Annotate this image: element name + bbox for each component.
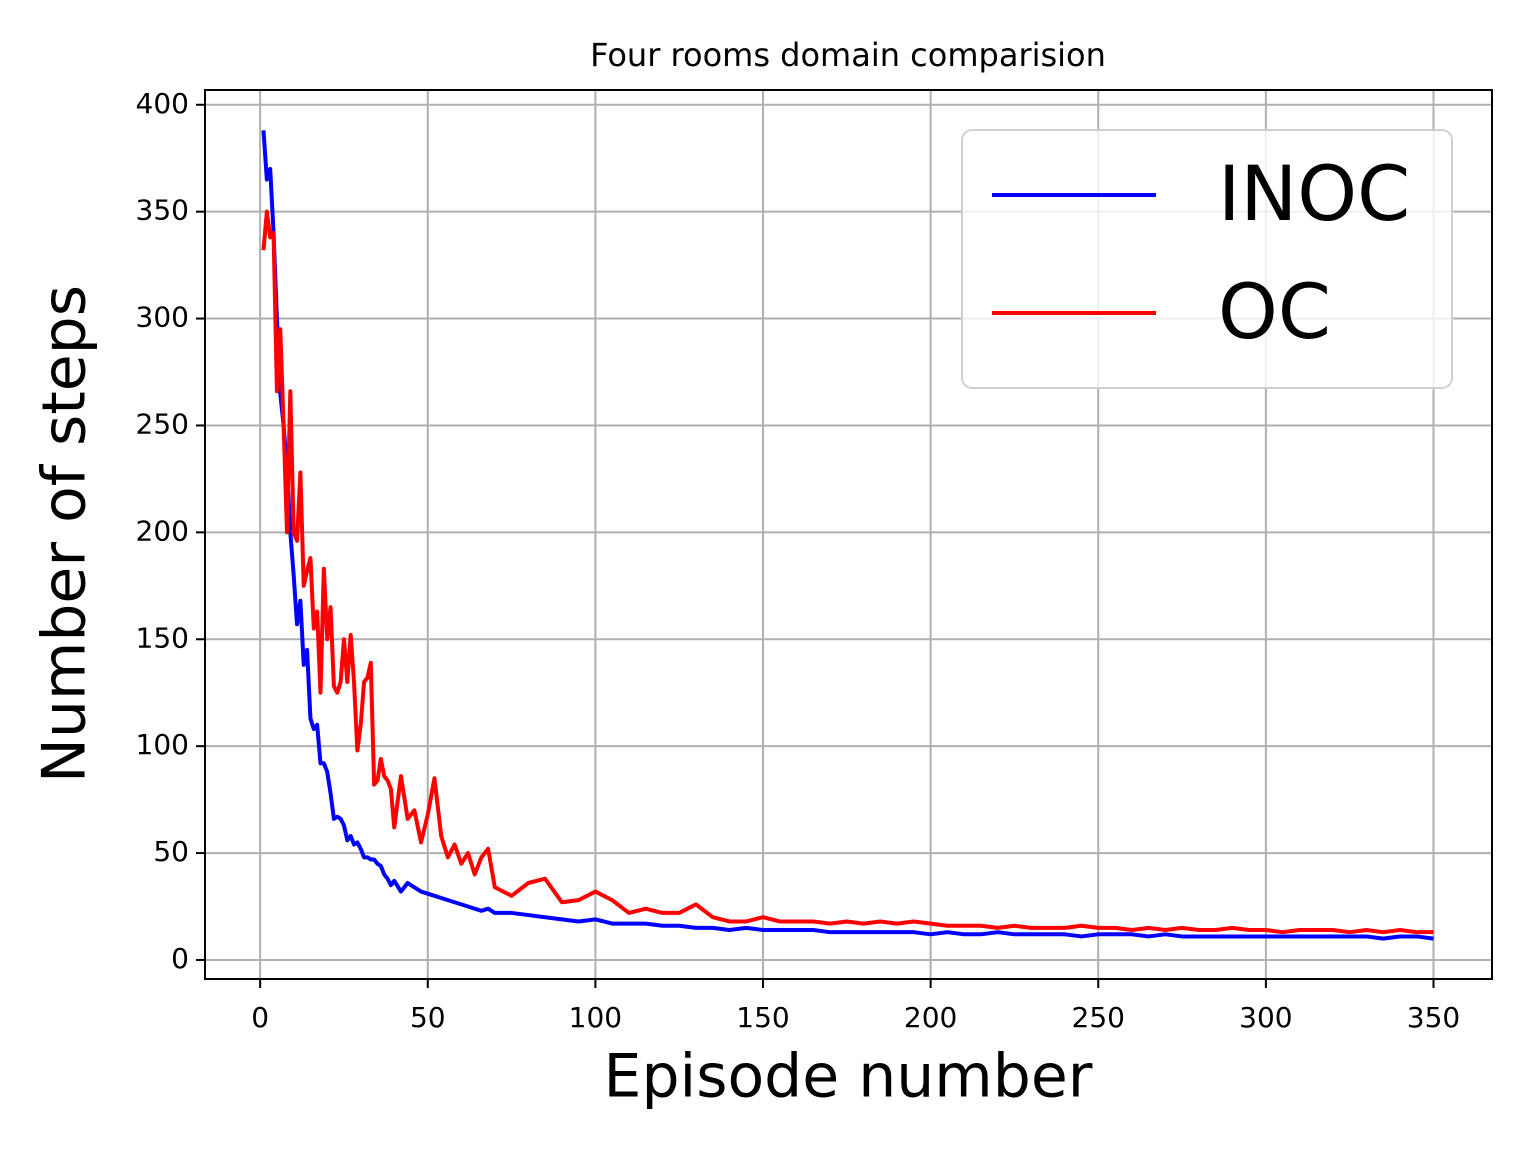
y-tick-label: 0 <box>171 942 189 975</box>
x-tick-label: 50 <box>410 1001 446 1034</box>
x-tick-label: 350 <box>1407 1001 1460 1034</box>
plot-frame <box>204 89 1493 980</box>
x-tick-label: 200 <box>904 1001 957 1034</box>
legend-label: INOC <box>1218 149 1410 238</box>
y-tick-label: 400 <box>136 87 189 120</box>
x-tick-label: 100 <box>569 1001 622 1034</box>
y-tick-label: 350 <box>136 194 189 227</box>
x-tick-label: 0 <box>251 1001 269 1034</box>
y-axis-label: Number of steps <box>30 285 100 783</box>
y-tick-label: 250 <box>136 407 189 440</box>
series-line <box>261 130 1434 941</box>
chart-title: Four rooms domain comparision <box>590 36 1106 74</box>
legend: INOC OC <box>961 129 1453 389</box>
y-tick-label: 300 <box>136 301 189 334</box>
x-tick-label: 150 <box>736 1001 789 1034</box>
y-tick-label: 200 <box>136 514 189 547</box>
x-axis-label: Episode number <box>604 1042 1093 1112</box>
series-line <box>261 209 1434 935</box>
y-tick-label: 50 <box>153 835 189 868</box>
legend-label: OC <box>1218 267 1331 356</box>
x-tick-label: 300 <box>1239 1001 1292 1034</box>
y-tick-label: 150 <box>136 621 189 654</box>
y-tick-label: 100 <box>136 728 189 761</box>
x-tick-label: 250 <box>1072 1001 1125 1034</box>
